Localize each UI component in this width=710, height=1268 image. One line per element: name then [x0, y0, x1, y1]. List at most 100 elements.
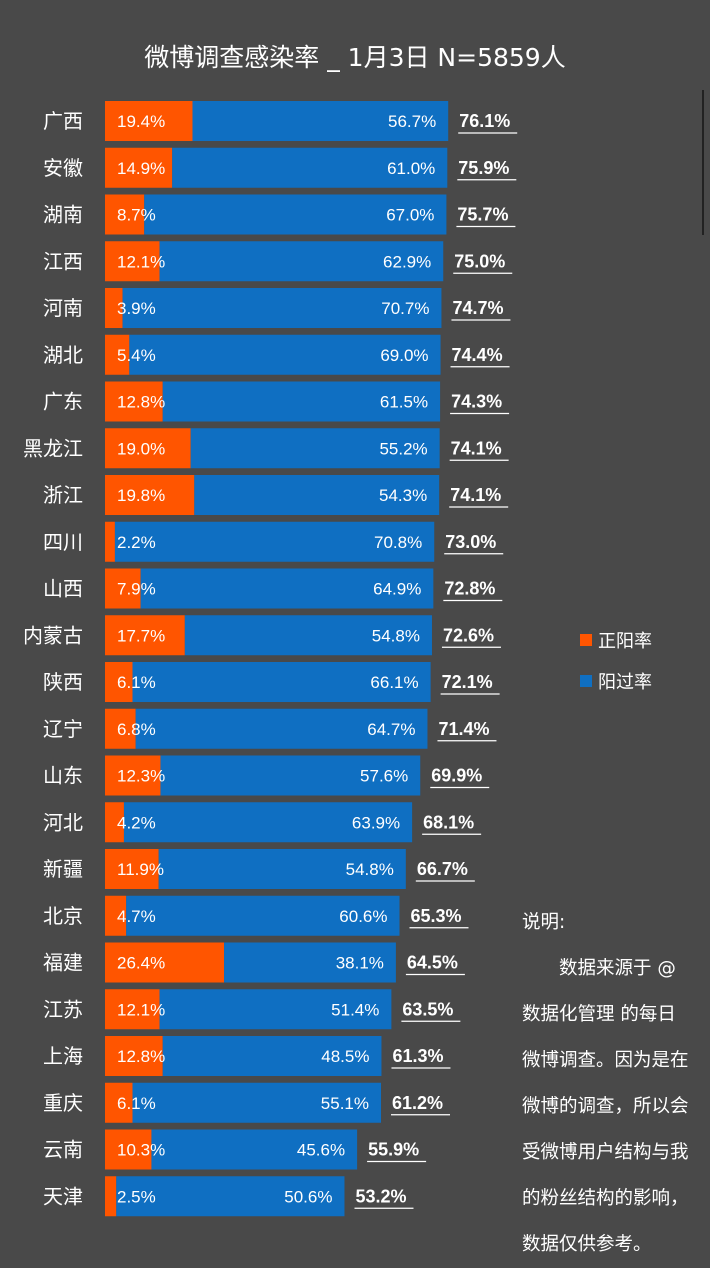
- data-label-total: 66.7%: [417, 859, 468, 879]
- data-label-recovered: 66.1%: [370, 673, 418, 692]
- data-label-total: 75.0%: [454, 251, 505, 271]
- bar-positive: [105, 194, 145, 235]
- data-label-total: 55.9%: [368, 1140, 419, 1160]
- data-label-recovered: 57.6%: [360, 767, 408, 786]
- note: 说明: 数据来源于 @数据化管理 的每日微博调查。因为是在微博的调查，所以会受微…: [522, 900, 692, 1268]
- data-label-recovered: 67.0%: [386, 206, 434, 225]
- data-label-positive: 8.7%: [117, 206, 156, 225]
- data-label-positive: 12.8%: [117, 1047, 165, 1066]
- data-label-recovered: 64.7%: [367, 720, 415, 739]
- category-label: 北京: [43, 904, 83, 928]
- data-label-recovered: 48.5%: [321, 1047, 369, 1066]
- bar-positive: [105, 662, 133, 702]
- data-label-recovered: 61.5%: [380, 393, 428, 412]
- category-label: 陕西: [43, 670, 83, 694]
- data-label-positive: 12.1%: [117, 1000, 165, 1019]
- data-label-recovered: 70.7%: [381, 299, 429, 318]
- bar-recovered: [122, 288, 442, 328]
- bar-recovered: [190, 428, 440, 469]
- legend-item-recovered: 阳过率: [580, 668, 652, 694]
- data-label-positive: 12.1%: [117, 252, 165, 271]
- data-label-total: 63.5%: [402, 999, 453, 1019]
- bar-positive: [105, 1129, 152, 1170]
- data-label-recovered: 63.9%: [352, 813, 400, 832]
- category-label: 山西: [43, 577, 83, 601]
- bar-recovered: [140, 568, 434, 609]
- bar-positive: [105, 849, 159, 889]
- data-label-recovered: 69.0%: [380, 346, 428, 365]
- category-label: 湖北: [43, 343, 83, 367]
- data-label-positive: 2.2%: [117, 533, 156, 552]
- data-label-recovered: 50.6%: [284, 1187, 332, 1206]
- bar-recovered: [159, 241, 444, 282]
- bar-recovered: [126, 895, 400, 936]
- category-label: 安徽: [43, 156, 83, 180]
- data-label-total: 61.3%: [392, 1046, 443, 1066]
- data-label-positive: 4.7%: [117, 907, 156, 926]
- bar-positive: [105, 615, 185, 656]
- bar-recovered: [194, 475, 440, 515]
- scrollbar[interactable]: [702, 90, 704, 235]
- data-label-total: 72.6%: [443, 625, 494, 645]
- data-label-recovered: 70.8%: [374, 533, 422, 552]
- data-label-positive: 11.9%: [117, 860, 164, 879]
- data-label-total: 75.7%: [457, 205, 508, 225]
- data-label-total: 69.9%: [431, 766, 482, 786]
- bar-recovered: [144, 194, 447, 235]
- bar-positive: [105, 1036, 163, 1076]
- bar-positive: [105, 428, 191, 469]
- bar-recovered: [172, 147, 448, 188]
- data-label-positive: 19.4%: [117, 112, 165, 131]
- category-label: 浙江: [43, 483, 83, 507]
- category-label: 内蒙古: [23, 623, 83, 647]
- bar-positive: [105, 1176, 117, 1217]
- bar-recovered: [224, 942, 396, 983]
- category-label: 广西: [43, 109, 83, 133]
- bar-recovered: [192, 101, 449, 141]
- bar-recovered: [132, 662, 431, 702]
- data-label-total: 74.3%: [451, 392, 502, 412]
- data-label-positive: 7.9%: [117, 580, 156, 599]
- data-label-recovered: 45.6%: [297, 1141, 345, 1160]
- data-label-positive: 17.7%: [117, 626, 165, 645]
- category-label: 湖南: [43, 203, 83, 227]
- bar-positive: [105, 942, 225, 983]
- data-label-positive: 4.2%: [117, 813, 156, 832]
- data-label-positive: 12.3%: [117, 767, 165, 786]
- category-label: 天津: [43, 1184, 83, 1208]
- data-label-recovered: 54.8%: [346, 860, 394, 879]
- chart-title: 微博调查感染率 _ 1月3日 N=5859人: [144, 43, 566, 72]
- category-label: 广东: [43, 390, 83, 414]
- category-label: 福建: [43, 951, 83, 975]
- bar-positive: [105, 1082, 133, 1123]
- bar-positive: [105, 568, 141, 609]
- bar-positive: [105, 101, 193, 141]
- bar-positive: [105, 147, 173, 188]
- bar-recovered: [160, 755, 421, 796]
- bar-recovered: [159, 989, 392, 1030]
- data-label-positive: 12.8%: [117, 393, 165, 412]
- data-label-total: 74.1%: [450, 485, 501, 505]
- bar-recovered: [162, 381, 441, 422]
- note-heading: 说明:: [522, 912, 566, 933]
- category-label: 上海: [43, 1044, 83, 1068]
- legend-swatch-recovered: [580, 675, 592, 687]
- legend-item-positive: 正阳率: [580, 627, 652, 653]
- data-label-positive: 6.1%: [117, 673, 156, 692]
- bar-positive: [105, 521, 115, 562]
- bar-recovered: [158, 849, 406, 889]
- bar-recovered: [135, 708, 428, 749]
- bar-recovered: [116, 1176, 345, 1217]
- bar-recovered: [129, 334, 441, 375]
- data-label-total: 75.9%: [458, 158, 509, 178]
- data-label-recovered: 55.2%: [379, 439, 427, 458]
- data-label-positive: 26.4%: [117, 954, 165, 973]
- note-body: 数据来源于 @数据化管理 的每日微博调查。因为是在微博的调查，所以会受微博用户结…: [522, 958, 689, 1255]
- data-label-recovered: 51.4%: [331, 1000, 379, 1019]
- data-label-total: 73.0%: [445, 532, 496, 552]
- data-label-total: 71.4%: [438, 719, 489, 739]
- data-label-positive: 5.4%: [117, 346, 156, 365]
- data-label-total: 53.2%: [355, 1186, 406, 1206]
- data-label-recovered: 54.8%: [372, 626, 420, 645]
